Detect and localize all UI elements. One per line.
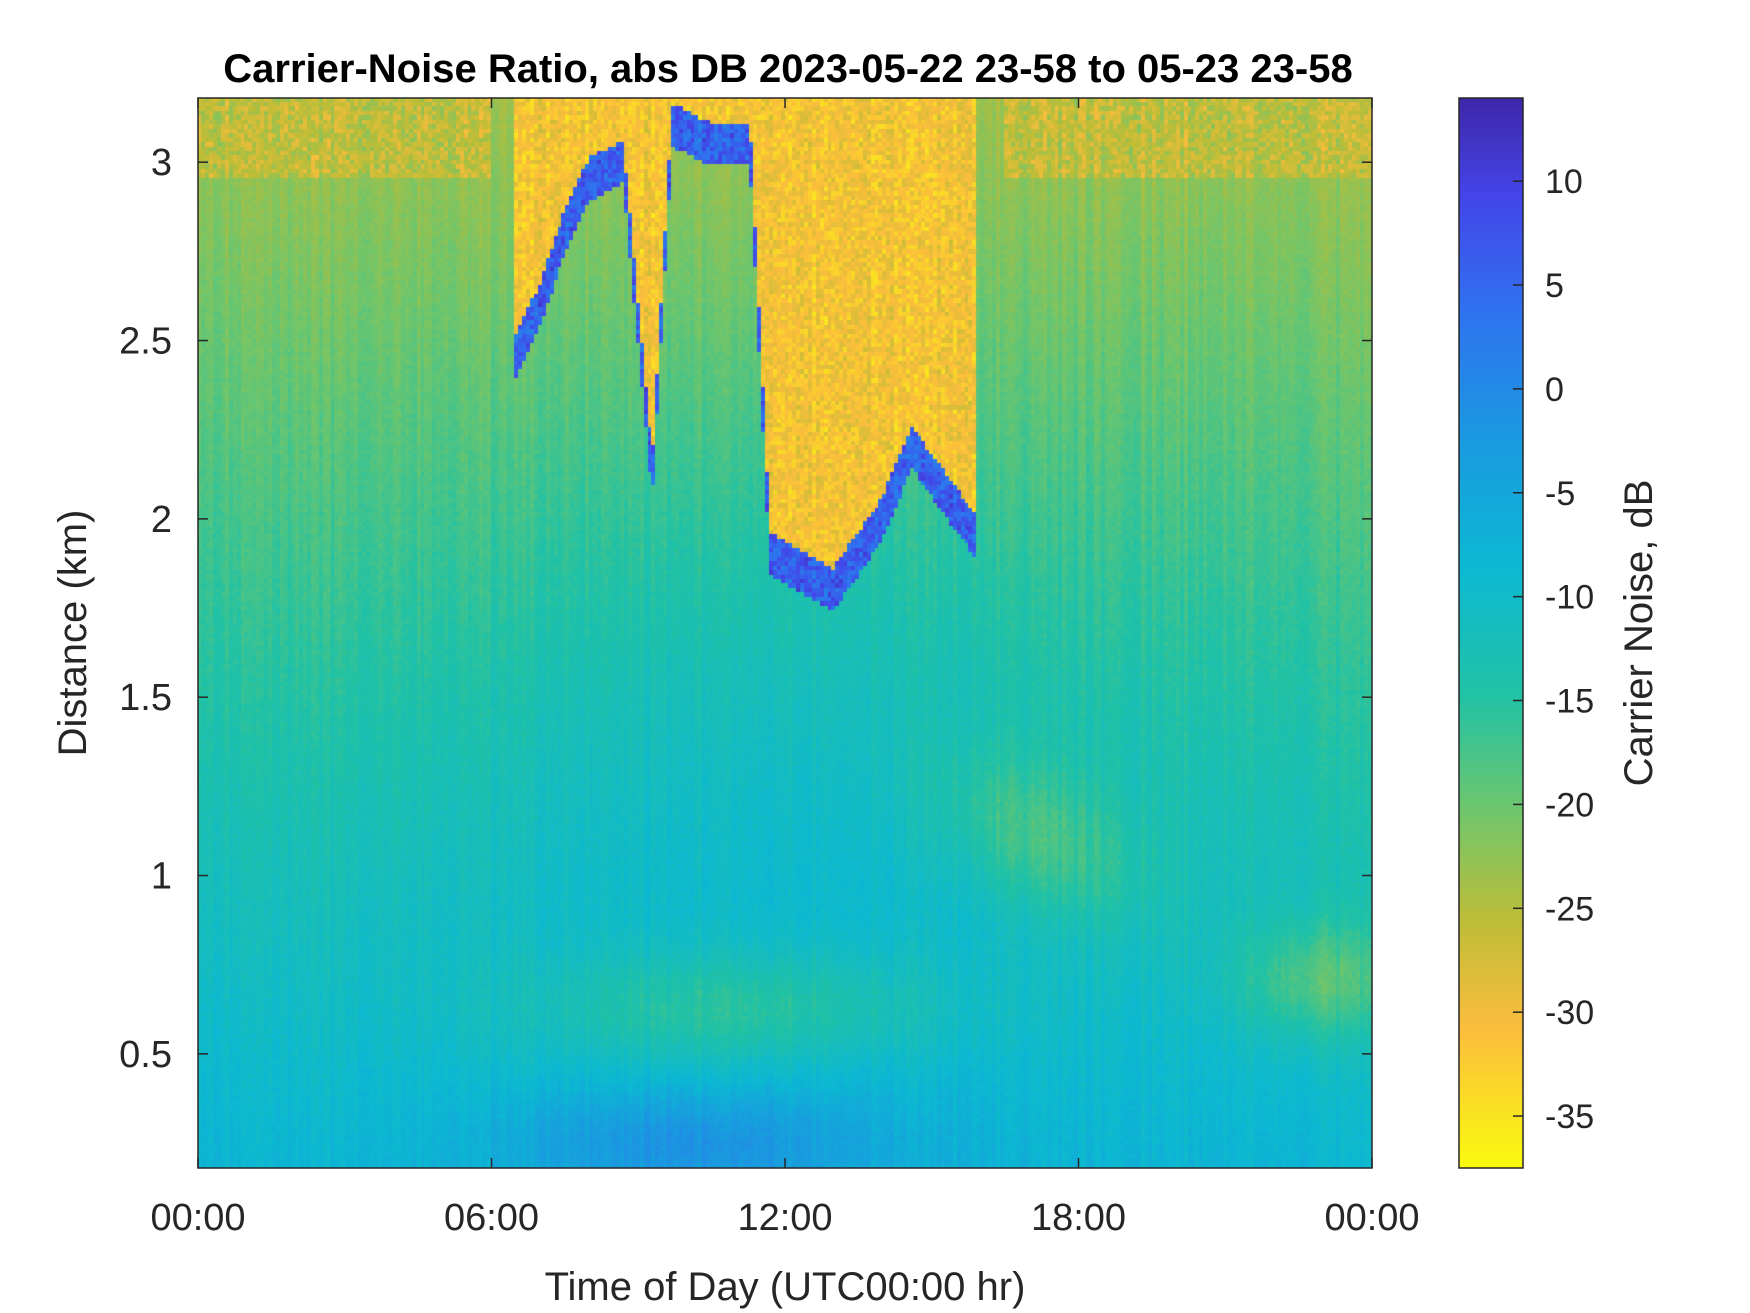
x-axis: 00:00 06:00 12:00 18:00 00:00 <box>150 98 1420 1239</box>
colorbar-tick-label: 10 <box>1545 163 1583 201</box>
x-tick-label: 00:00 <box>1324 1197 1419 1239</box>
y-tick-label: 1.5 <box>119 677 172 719</box>
colorbar-tick-label: -25 <box>1545 890 1594 928</box>
y-tick-label: 2.5 <box>119 321 172 363</box>
colorbar-ticks: 10 5 0 -5 -10 -15 -20 -25 -30 -35 <box>1513 163 1594 1136</box>
colorbar-tick-label: -35 <box>1545 1098 1594 1136</box>
colorbar-tick-label: -15 <box>1545 683 1594 721</box>
y-tick-label: 1 <box>151 856 172 898</box>
colorbar-gradient <box>1458 97 1524 1169</box>
x-tick-label: 06:00 <box>444 1197 539 1239</box>
colorbar-tick-label: -30 <box>1545 994 1594 1032</box>
colorbar-tick-label: 5 <box>1545 267 1564 305</box>
heatmap-canvas <box>198 98 1372 1168</box>
y-axis: 0.5 1 1.5 2 2.5 3 <box>119 142 1372 1076</box>
y-axis-label: Distance (km) <box>51 510 95 757</box>
x-axis-label: Time of Day (UTC00:00 hr) <box>545 1265 1026 1309</box>
y-tick-label: 3 <box>151 142 172 184</box>
chart-title: Carrier-Noise Ratio, abs DB 2023-05-22 2… <box>223 47 1352 91</box>
x-tick-label: 18:00 <box>1031 1197 1126 1239</box>
y-tick-label: 2 <box>151 499 172 541</box>
colorbar-tick-label: -20 <box>1545 786 1594 824</box>
y-tick-label: 0.5 <box>119 1034 172 1076</box>
x-tick-label: 00:00 <box>150 1197 245 1239</box>
colorbar-label: Carrier Noise, dB <box>1617 480 1661 787</box>
colorbar-tick-label: 0 <box>1545 371 1564 409</box>
colorbar-tick-label: -10 <box>1545 579 1594 617</box>
x-tick-label: 12:00 <box>737 1197 832 1239</box>
colorbar-tick-label: -5 <box>1545 475 1575 513</box>
colorbar: 10 5 0 -5 -10 -15 -20 -25 -30 -35 <box>1458 97 1594 1169</box>
plot-area <box>197 97 1373 1169</box>
